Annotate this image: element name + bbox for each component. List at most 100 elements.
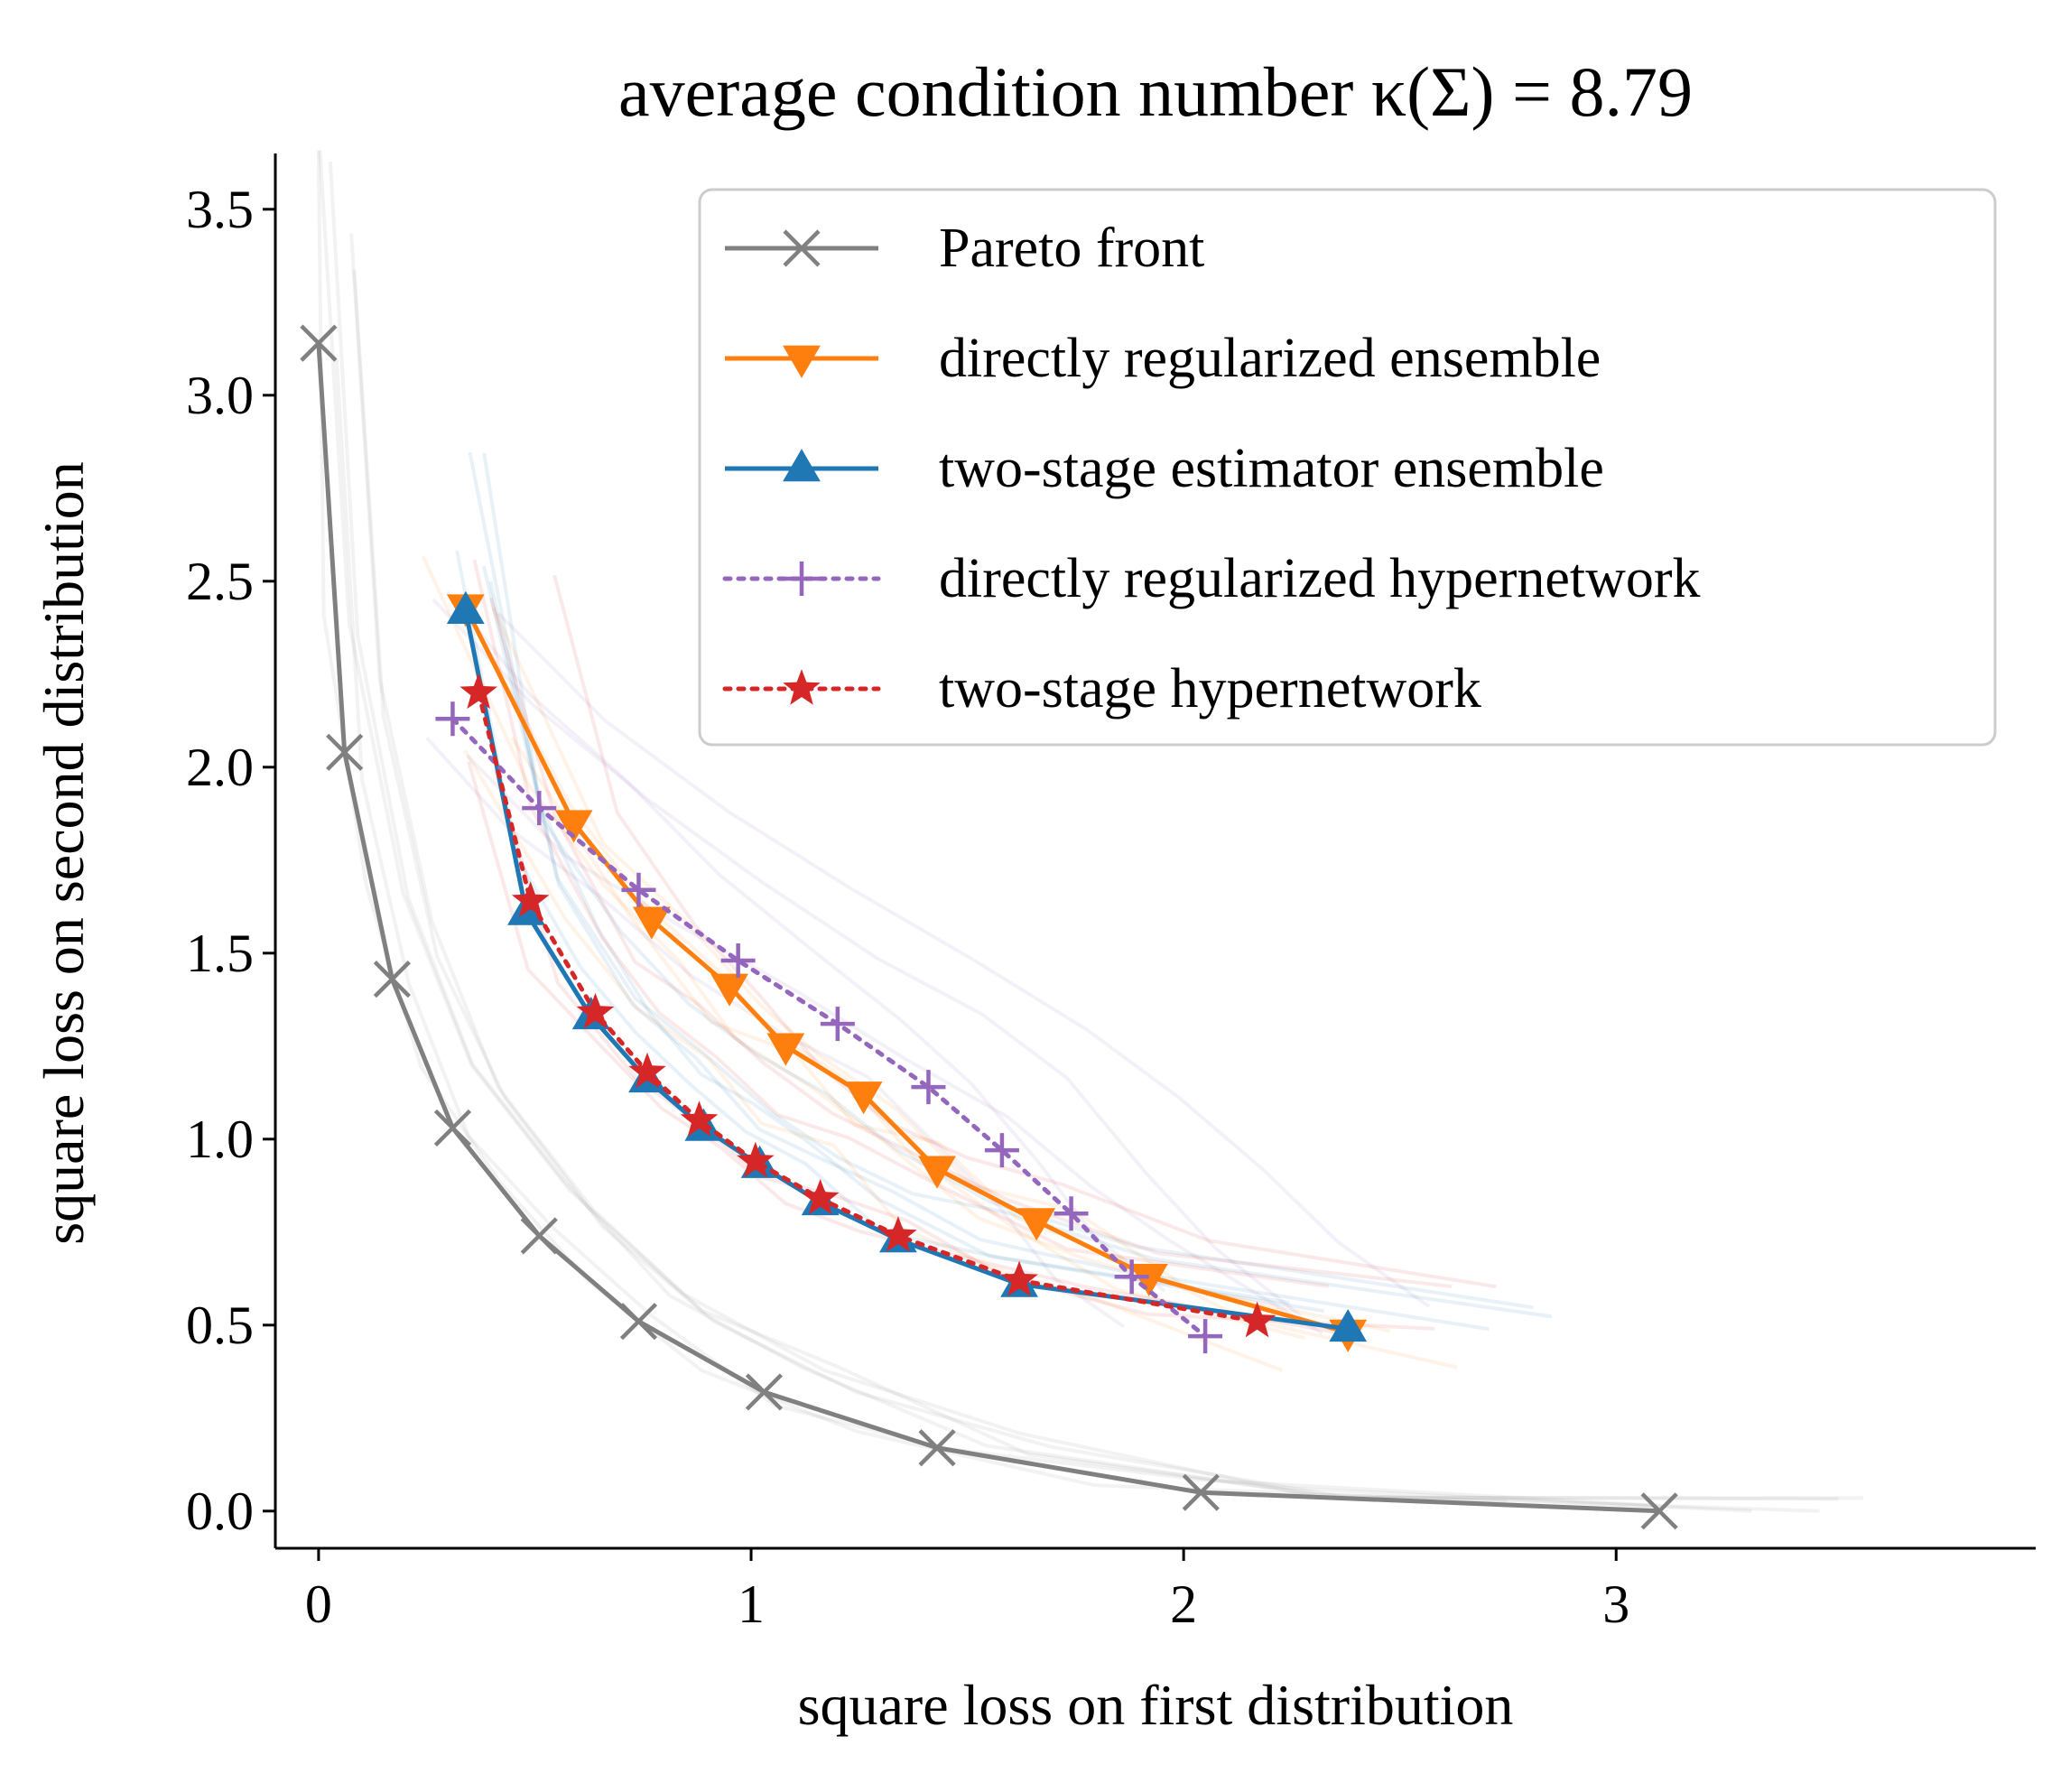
trial-line [482, 452, 1290, 1305]
legend-item: two-stage hypernetwork [722, 658, 1481, 720]
series-line [476, 690, 1260, 1324]
trial-line [352, 270, 1863, 1500]
legend-item: Pareto front [725, 218, 1204, 279]
y-axis-ticks: 0.0 0.5 1.0 1.5 2.0 2.5 3.0 3.5 [186, 180, 275, 1541]
legend-label: two-stage estimator ensemble [939, 438, 1604, 499]
x-tick-label: 2 [1170, 1574, 1197, 1634]
data-point [1329, 1309, 1368, 1342]
legend-label: directly regularized hypernetwork [939, 548, 1701, 609]
data-point [576, 992, 615, 1029]
legend-marker [784, 562, 819, 596]
legend-label: directly regularized ensemble [939, 328, 1601, 389]
y-tick-label: 1.0 [186, 1110, 254, 1169]
legend-item: directly regularized ensemble [725, 328, 1601, 389]
legend-label: Pareto front [939, 218, 1204, 279]
data-point [844, 1082, 883, 1115]
data-point [820, 1007, 855, 1042]
trial-line [497, 612, 1431, 1309]
data-point [326, 733, 364, 771]
y-tick-label: 3.5 [186, 180, 254, 239]
data-point [435, 701, 470, 737]
data-point [1017, 1208, 1056, 1241]
trial-line [464, 608, 1306, 1341]
data-point [433, 1109, 472, 1147]
x-axis-label: square loss on first distribution [798, 1673, 1514, 1737]
legend-items: Pareto front directly regularized ensembl… [722, 218, 1701, 720]
trial-line [425, 736, 1126, 1329]
data-point [1000, 1260, 1038, 1296]
trial-line [334, 359, 1657, 1508]
x-tick-label: 3 [1602, 1574, 1629, 1634]
series-layer [300, 324, 1678, 1530]
y-tick-label: 1.5 [186, 924, 254, 983]
data-point [446, 590, 485, 625]
trial-line [472, 559, 1329, 1288]
data-point [619, 1303, 658, 1341]
trial-line [468, 451, 1534, 1310]
legend-marker [783, 229, 821, 267]
x-tick-label: 1 [738, 1574, 765, 1634]
data-point [879, 1216, 917, 1252]
series-line [450, 716, 1208, 1339]
y-axis-label: square loss on second distribution [32, 461, 96, 1244]
data-point [554, 810, 593, 843]
data-point [628, 1052, 666, 1089]
y-tick-label: 2.5 [186, 552, 254, 611]
legend-marker [783, 449, 821, 482]
series-3 [435, 701, 1223, 1354]
series-line [316, 342, 1660, 1514]
data-point [801, 1178, 840, 1215]
data-point [1054, 1196, 1089, 1231]
data-point [300, 324, 338, 362]
trial-line [488, 580, 1490, 1332]
data-point [911, 1070, 946, 1105]
data-point [737, 1141, 775, 1178]
data-point [918, 1156, 956, 1189]
trial-line [421, 555, 1283, 1314]
trial-line [328, 161, 1752, 1513]
y-tick-label: 0.0 [186, 1481, 254, 1541]
data-point [632, 906, 671, 940]
data-point [984, 1133, 1019, 1168]
legend: Pareto front directly regularized ensembl… [698, 188, 1997, 747]
y-tick-label: 0.5 [186, 1295, 254, 1355]
legend-frame [698, 188, 1997, 747]
legend-marker [783, 345, 821, 378]
trial-line [318, 150, 1839, 1501]
series-line [463, 610, 1349, 1332]
trial-line [432, 598, 1303, 1318]
data-point [520, 1217, 558, 1255]
data-point [720, 943, 756, 979]
trial-line [481, 565, 1553, 1319]
data-point [1188, 1319, 1223, 1354]
data-point [511, 881, 550, 917]
y-tick-label: 2.0 [186, 738, 254, 797]
data-point [766, 1033, 805, 1066]
data-point [522, 791, 557, 826]
legend-item: directly regularized hypernetwork [722, 548, 1701, 609]
legend-label: two-stage hypernetwork [939, 658, 1481, 720]
data-point [1640, 1492, 1678, 1530]
series-4 [459, 673, 1276, 1338]
y-tick-label: 3.0 [186, 366, 254, 425]
data-point [373, 961, 411, 998]
axes: 0 1 2 3 0.0 0.5 1.0 1.5 2.0 2.5 3.0 3.5 [186, 153, 2036, 1634]
data-point [1238, 1301, 1276, 1338]
legend-item: two-stage estimator ensemble [725, 438, 1604, 499]
data-point [621, 872, 656, 907]
data-point [745, 1373, 783, 1411]
trial-line [455, 550, 1324, 1314]
series-0 [300, 324, 1678, 1530]
data-point [1129, 1263, 1168, 1297]
chart-title: average condition number κ(Σ) = 8.79 [618, 52, 1693, 131]
legend-marker [783, 669, 821, 705]
x-axis-ticks: 0 1 2 3 [305, 1548, 1629, 1634]
data-point [1182, 1473, 1220, 1511]
x-tick-label: 0 [305, 1574, 332, 1634]
trial-line [445, 590, 1166, 1293]
data-point [680, 1100, 719, 1137]
data-point [459, 673, 497, 710]
data-point [1114, 1259, 1149, 1295]
trial-line [349, 233, 1820, 1513]
